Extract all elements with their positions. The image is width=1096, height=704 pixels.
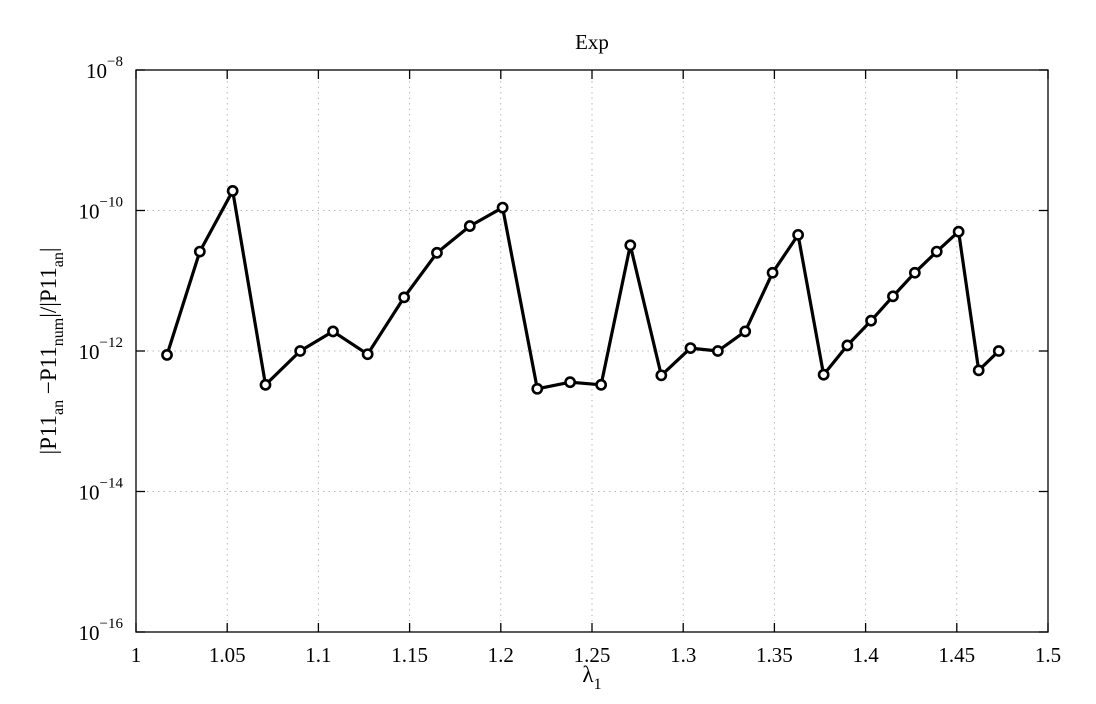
data-point xyxy=(327,325,339,338)
data-point xyxy=(431,246,443,259)
data-point xyxy=(463,220,476,232)
y-tick-label: 10−12 xyxy=(79,335,123,364)
y-tick-label: 10−8 xyxy=(86,54,123,83)
data-point xyxy=(952,225,965,238)
x-tick-label: 1.15 xyxy=(391,643,428,667)
data-point xyxy=(496,201,509,214)
x-tick-label: 1.05 xyxy=(209,643,246,667)
x-axis-title: λ1​ xyxy=(582,662,601,693)
data-point xyxy=(531,382,544,395)
grid-lines xyxy=(136,70,1048,632)
data-point xyxy=(564,376,577,389)
data-point xyxy=(817,368,830,381)
y-tick-labels: 10−16 10−14 10−12 10−10 10−8 xyxy=(79,54,124,645)
x-tick-label: 1.1 xyxy=(305,643,331,667)
data-series xyxy=(161,185,1005,395)
y-tick-label: 10−14 xyxy=(79,476,124,505)
data-point xyxy=(259,378,272,391)
data-point xyxy=(624,239,637,252)
y-tick-label: 10−10 xyxy=(79,195,123,224)
x-tick-label: 1.35 xyxy=(756,643,793,667)
data-point xyxy=(711,345,724,357)
x-tick-label: 1.5 xyxy=(1035,643,1061,667)
y-tick-label: 10−16 xyxy=(79,616,124,645)
x-tick-label: 1.25 xyxy=(574,643,611,667)
data-point xyxy=(739,325,752,338)
data-point xyxy=(294,345,307,357)
x-tick-label: 1.3 xyxy=(670,643,696,667)
data-point xyxy=(908,266,921,279)
y-axis-title: |P11an​ −P11num​|/|P11an​| xyxy=(36,247,67,454)
data-point xyxy=(193,245,206,258)
data-point xyxy=(226,185,239,197)
series-line xyxy=(165,189,1000,391)
data-point xyxy=(766,266,779,279)
data-point xyxy=(684,342,697,354)
data-point xyxy=(887,290,899,303)
data-point xyxy=(792,228,805,241)
x-tick-label: 1.4 xyxy=(852,643,879,667)
data-point xyxy=(361,348,374,361)
data-point xyxy=(655,369,668,382)
data-point xyxy=(972,364,985,377)
axis-ticks xyxy=(135,69,1049,633)
x-tick-label: 1.2 xyxy=(488,643,514,667)
data-point xyxy=(992,345,1005,357)
data-point xyxy=(865,314,877,327)
x-tick-labels: 1 1.05 1.1 1.15 1.2 1.25 1.3 1.35 1.4 1.45 1.5 xyxy=(131,643,1061,667)
chart-title: Exp xyxy=(575,30,609,54)
data-point xyxy=(398,291,411,304)
data-point xyxy=(930,245,943,258)
data-point xyxy=(595,378,608,391)
x-tick-label: 1.45 xyxy=(938,643,975,667)
data-point xyxy=(841,339,854,352)
data-point xyxy=(161,349,173,361)
x-tick-label: 1 xyxy=(131,643,142,667)
